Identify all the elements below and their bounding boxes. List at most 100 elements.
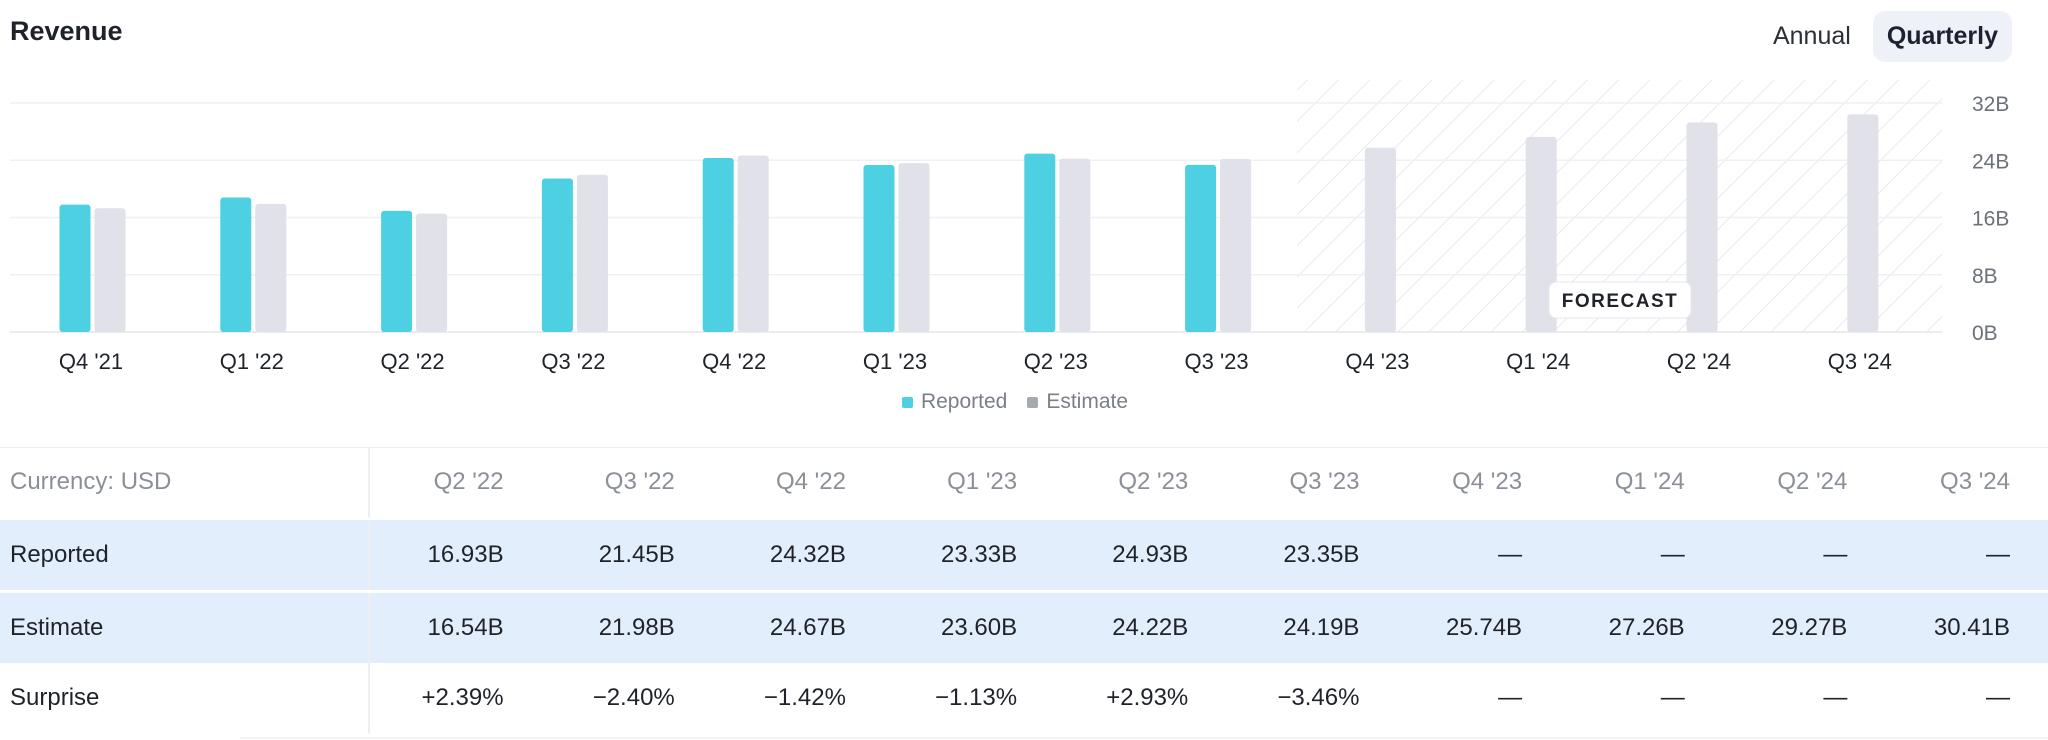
- bar-estimate: [576, 174, 608, 332]
- x-tick-label: Q3 '24: [1828, 349, 1892, 374]
- table-cell: —: [1885, 518, 2048, 592]
- x-tick-label: Q2 '23: [1024, 349, 1088, 374]
- row-label: Reported: [0, 518, 370, 592]
- bar-reported: [1185, 164, 1217, 332]
- table-row-reported: Reported 16.93B 21.45B 24.32B 23.33B 24.…: [0, 518, 2048, 592]
- table-cell: 29.27B: [1722, 591, 1886, 663]
- surprise-cell: −3.46%: [1277, 684, 1360, 711]
- bar-reported: [59, 204, 91, 332]
- x-tick-label: Q2 '22: [381, 349, 445, 374]
- x-tick-label: Q3 '22: [541, 349, 605, 374]
- surprise-cell: −1.42%: [763, 684, 846, 711]
- table-cell: 23.35B: [1226, 518, 1398, 592]
- forecast-badge: [1548, 281, 1692, 319]
- table-cell: 24.93B: [1055, 518, 1227, 592]
- chart-legend: Reported Estimate: [0, 390, 2048, 414]
- row-label: Estimate: [0, 591, 370, 663]
- bar-estimate: [737, 155, 769, 332]
- table-cell: 24.67B: [712, 591, 884, 663]
- surprise-cell: —: [1823, 684, 1848, 711]
- table-row-estimate: Estimate 16.54B 21.98B 24.67B 23.60B 24.…: [0, 591, 2048, 663]
- y-tick-label: 0B: [1972, 322, 1998, 345]
- y-tick-label: 32B: [1972, 93, 2009, 116]
- column-header: Q2 '24: [1777, 468, 1848, 495]
- column-header: Q1 '23: [947, 468, 1018, 495]
- quarterly-button[interactable]: Quarterly: [1872, 11, 2012, 62]
- column-header: Q4 '23: [1452, 468, 1523, 495]
- table-cell: —: [1560, 518, 1723, 592]
- bar-estimate: [1525, 136, 1557, 332]
- x-tick-label: Q3 '23: [1185, 349, 1249, 374]
- table-divider: [0, 447, 2048, 448]
- bar-estimate: [1686, 122, 1718, 332]
- table-cell: 24.32B: [712, 518, 884, 592]
- column-header: Q3 '23: [1289, 468, 1360, 495]
- row-label: Surprise: [0, 663, 370, 733]
- table-cell: 30.41B: [1885, 591, 2048, 663]
- y-tick-label: 24B: [1972, 150, 2009, 173]
- bar-estimate: [1847, 114, 1879, 332]
- bar-reported: [702, 157, 734, 332]
- table-header-row: Currency: USD Q2 '22 Q3 '22 Q4 '22 Q1 '2…: [0, 447, 2048, 519]
- surprise-cell: +2.39%: [421, 684, 504, 711]
- table-cell: —: [1397, 518, 1561, 592]
- surprise-cell: —: [1986, 684, 2010, 711]
- table-cell: 27.26B: [1560, 591, 1723, 663]
- surprise-cell: −2.40%: [592, 684, 675, 711]
- bar-estimate: [1364, 147, 1396, 332]
- x-tick-label: Q4 '22: [702, 349, 766, 374]
- table-cell: 16.93B: [369, 518, 542, 592]
- bar-reported: [863, 165, 895, 332]
- bar-estimate: [94, 208, 126, 332]
- x-tick-label: Q4 '21: [59, 349, 123, 374]
- revenue-table: Currency: USD Q2 '22 Q3 '22 Q4 '22 Q1 '2…: [0, 447, 2048, 733]
- bar-estimate: [255, 203, 287, 332]
- surprise-cell: —: [1498, 684, 1523, 711]
- bar-reported: [541, 178, 573, 332]
- table-cell: 24.22B: [1055, 591, 1227, 663]
- forecast-badge-label: FORECAST: [1562, 291, 1679, 312]
- page-title: Revenue: [10, 16, 123, 46]
- column-header: Q3 '22: [604, 468, 675, 495]
- legend-estimate: Estimate: [1027, 390, 1128, 414]
- surprise-cell: +2.93%: [1106, 684, 1189, 711]
- bar-reported: [1024, 153, 1056, 332]
- bar-estimate: [416, 213, 448, 332]
- column-header: Q4 '22: [775, 468, 846, 495]
- table-cell: 25.74B: [1397, 591, 1561, 663]
- x-tick-label: Q4 '23: [1345, 349, 1409, 374]
- currency-label: Currency: USD: [0, 447, 370, 519]
- y-tick-label: 8B: [1972, 265, 1998, 288]
- legend-estimate-label: Estimate: [1046, 390, 1129, 413]
- column-header: Q2 '22: [433, 468, 504, 495]
- legend-estimate-swatch: [1027, 396, 1039, 408]
- legend-reported-swatch: [901, 396, 913, 408]
- period-toggle: Annual Quarterly: [1759, 11, 2012, 62]
- table-cell: 16.54B: [369, 591, 542, 663]
- bar-reported: [381, 210, 413, 332]
- column-header: Q2 '23: [1118, 468, 1189, 495]
- table-cell: 21.98B: [541, 591, 713, 663]
- bar-estimate: [898, 163, 930, 332]
- surprise-cell: −1.13%: [935, 684, 1018, 711]
- column-header: Q1 '24: [1614, 468, 1685, 495]
- table-cell: 23.33B: [883, 518, 1056, 592]
- revenue-bar-chart: Q4 '21 Q1 '22 Q2 '22 Q3 '22 Q4 '22 Q1 '23 Q2 '…: [10, 80, 2009, 374]
- legend-reported: Reported: [901, 390, 1008, 414]
- surprise-cell: —: [1660, 684, 1685, 711]
- bar-estimate: [1220, 158, 1252, 332]
- table-cell: 23.60B: [883, 591, 1056, 663]
- annual-button[interactable]: Annual: [1772, 22, 1851, 50]
- x-tick-label: Q1 '24: [1506, 349, 1570, 374]
- bar-reported: [220, 197, 252, 332]
- table-cell: 21.45B: [541, 518, 713, 592]
- table-cell: —: [1722, 518, 1886, 592]
- x-tick-label: Q1 '22: [220, 349, 284, 374]
- legend-reported-label: Reported: [920, 390, 1008, 413]
- table-cell: 24.19B: [1226, 591, 1398, 663]
- y-tick-label: 16B: [1972, 208, 2009, 231]
- x-tick-label: Q1 '23: [863, 349, 927, 374]
- bar-estimate: [1059, 158, 1091, 332]
- x-tick-label: Q2 '24: [1667, 349, 1731, 374]
- table-bottom-border: [240, 737, 2048, 739]
